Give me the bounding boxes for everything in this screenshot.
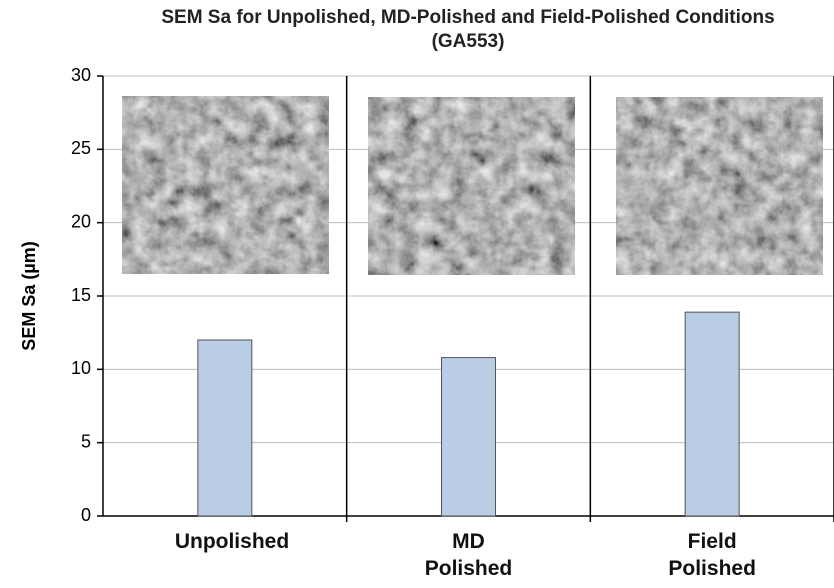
sem-image — [616, 97, 823, 275]
sem-image — [122, 96, 329, 274]
bar — [198, 340, 252, 516]
bar — [685, 312, 739, 516]
x-tick-label: Unpolished — [175, 528, 275, 555]
bar — [442, 358, 496, 516]
x-tick-label: MD Polished — [419, 528, 519, 582]
chart: SEM Sa (µm) 0 5 10 15 20 25 30 — [0, 0, 834, 588]
page: SEM Sa (µm) 0 5 10 15 20 25 30 SEM Sa for Unpo… — [0, 0, 834, 588]
y-axis-label: SEM Sa (µm) — [19, 241, 39, 350]
y-tick-label: 10 — [71, 358, 91, 378]
y-tick-label: 15 — [71, 285, 91, 305]
chart-title: SEM Sa for Unpolished, MD-Polished and F… — [128, 6, 808, 54]
sem-image — [368, 97, 575, 275]
sem-images — [122, 96, 823, 275]
y-tick-label: 5 — [81, 431, 91, 451]
x-tick-label: Field Polished — [662, 528, 762, 582]
y-tick-label: 0 — [81, 505, 91, 525]
y-tick-label: 20 — [71, 211, 91, 231]
y-tick-label: 30 — [71, 65, 91, 85]
y-tick-label: 25 — [71, 138, 91, 158]
